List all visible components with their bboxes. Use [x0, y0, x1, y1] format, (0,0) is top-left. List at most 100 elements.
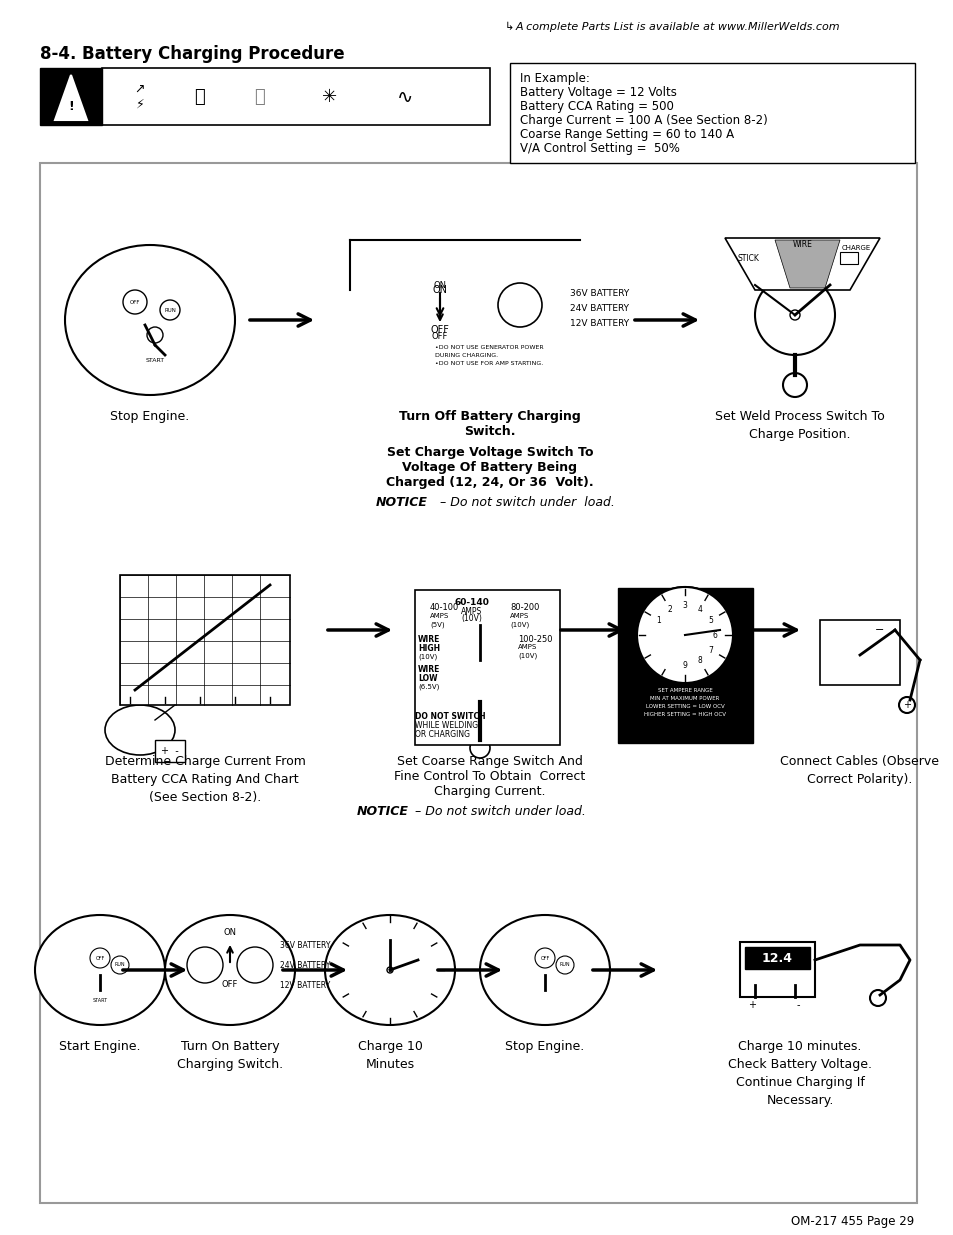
- Ellipse shape: [325, 915, 455, 1025]
- Text: AMPERAGE: AMPERAGE: [661, 595, 707, 604]
- Text: VOLTAGE: VOLTAGE: [669, 608, 700, 614]
- Text: In Example:: In Example:: [519, 72, 589, 85]
- Text: OFF: OFF: [95, 956, 105, 961]
- Text: ON: ON: [223, 927, 236, 937]
- Text: ⬜: ⬜: [254, 88, 265, 106]
- Ellipse shape: [65, 245, 234, 395]
- Text: !: !: [68, 100, 73, 112]
- Text: RUN: RUN: [114, 962, 125, 967]
- Text: Voltage Of Battery Being: Voltage Of Battery Being: [402, 461, 577, 474]
- Polygon shape: [55, 75, 87, 120]
- Text: AMPS: AMPS: [430, 613, 449, 619]
- Text: AMPS: AMPS: [517, 643, 537, 650]
- Text: – Do not switch under load.: – Do not switch under load.: [415, 805, 585, 818]
- Text: 12V BATTERY: 12V BATTERY: [569, 319, 628, 327]
- Text: 36V BATTERY: 36V BATTERY: [569, 289, 629, 298]
- FancyBboxPatch shape: [102, 68, 490, 125]
- Text: 24V BATTERY: 24V BATTERY: [569, 304, 628, 312]
- Text: OFF: OFF: [130, 300, 140, 305]
- Text: Set Charge Voltage Switch To: Set Charge Voltage Switch To: [386, 446, 593, 459]
- Text: 36V BATTERY: 36V BATTERY: [280, 941, 330, 950]
- Text: MIN AT MAXIMUM POWER: MIN AT MAXIMUM POWER: [650, 697, 719, 701]
- Text: ON: ON: [433, 282, 446, 290]
- Text: NOTICE: NOTICE: [375, 496, 428, 509]
- Text: RUN: RUN: [164, 308, 175, 312]
- Text: DURING CHARGING.: DURING CHARGING.: [435, 353, 497, 358]
- Text: (5V): (5V): [430, 621, 444, 627]
- Ellipse shape: [105, 705, 174, 755]
- FancyBboxPatch shape: [510, 63, 914, 163]
- Text: HIGH: HIGH: [417, 643, 439, 653]
- Text: – Do not switch under  load.: – Do not switch under load.: [439, 496, 615, 509]
- Text: WHILE WELDING: WHILE WELDING: [415, 721, 477, 730]
- Text: (10V): (10V): [417, 653, 436, 659]
- Text: A complete Parts List is available at www.MillerWelds.com: A complete Parts List is available at ww…: [516, 22, 840, 32]
- Text: ✳: ✳: [322, 88, 337, 106]
- Text: 9: 9: [681, 661, 687, 669]
- Text: Turn Off Battery Charging: Turn Off Battery Charging: [398, 410, 580, 424]
- Text: (10V): (10V): [461, 614, 482, 622]
- FancyBboxPatch shape: [154, 740, 185, 762]
- FancyBboxPatch shape: [740, 942, 814, 997]
- FancyBboxPatch shape: [840, 252, 857, 264]
- Text: OFF: OFF: [432, 332, 448, 341]
- Text: WIRE: WIRE: [417, 664, 440, 674]
- Ellipse shape: [165, 915, 294, 1025]
- Text: Coarse Range Setting = 60 to 140 A: Coarse Range Setting = 60 to 140 A: [519, 128, 734, 141]
- Text: •DO NOT USE FOR AMP STARTING.: •DO NOT USE FOR AMP STARTING.: [435, 361, 542, 366]
- Ellipse shape: [479, 915, 609, 1025]
- Text: WIRE: WIRE: [792, 240, 812, 248]
- Text: 12.4: 12.4: [760, 952, 792, 966]
- FancyBboxPatch shape: [747, 950, 806, 967]
- Text: 2: 2: [667, 604, 672, 614]
- FancyBboxPatch shape: [40, 68, 102, 125]
- FancyBboxPatch shape: [120, 576, 290, 705]
- Text: AMPS: AMPS: [461, 606, 482, 616]
- Polygon shape: [724, 238, 879, 290]
- Text: LOWER SETTING = LOW OCV: LOWER SETTING = LOW OCV: [645, 704, 723, 709]
- Text: 12V BATTERY: 12V BATTERY: [280, 981, 330, 989]
- Text: 🔥: 🔥: [194, 88, 205, 106]
- Text: (6.5V): (6.5V): [417, 683, 439, 689]
- Text: OR CHARGING: OR CHARGING: [415, 730, 470, 739]
- Text: NOTICE: NOTICE: [356, 805, 409, 818]
- Text: ↗
⚡: ↗ ⚡: [134, 83, 145, 111]
- Text: (10V): (10V): [510, 621, 529, 627]
- Text: Start Engine.: Start Engine.: [59, 1040, 141, 1053]
- Text: Charge Current = 100 A (See Section 8-2): Charge Current = 100 A (See Section 8-2): [519, 114, 767, 127]
- Text: -: -: [796, 1000, 799, 1010]
- FancyBboxPatch shape: [820, 620, 899, 685]
- Circle shape: [637, 587, 732, 683]
- Ellipse shape: [35, 915, 165, 1025]
- Text: Set Coarse Range Switch And: Set Coarse Range Switch And: [396, 755, 582, 768]
- Text: 7: 7: [708, 646, 713, 655]
- Text: V/A Control Setting =  50%: V/A Control Setting = 50%: [519, 142, 679, 156]
- FancyBboxPatch shape: [415, 590, 559, 745]
- Text: Battery Charging Procedure: Battery Charging Procedure: [82, 44, 344, 63]
- Text: Battery Voltage = 12 Volts: Battery Voltage = 12 Volts: [519, 86, 677, 99]
- Text: Charged (12, 24, Or 36  Volt).: Charged (12, 24, Or 36 Volt).: [386, 475, 593, 489]
- Text: +: +: [747, 1000, 755, 1010]
- Text: Charge 10
Minutes: Charge 10 Minutes: [357, 1040, 422, 1071]
- Text: −: −: [875, 625, 883, 635]
- Text: Fine Control To Obtain  Correct: Fine Control To Obtain Correct: [394, 769, 585, 783]
- FancyBboxPatch shape: [744, 947, 809, 969]
- Text: 6: 6: [712, 631, 717, 640]
- Text: HIGHER SETTING = HIGH OCV: HIGHER SETTING = HIGH OCV: [643, 713, 725, 718]
- Text: Set Weld Process Switch To
Charge Position.: Set Weld Process Switch To Charge Positi…: [715, 410, 884, 441]
- Text: OFF: OFF: [430, 325, 449, 335]
- Text: •DO NOT USE GENERATOR POWER: •DO NOT USE GENERATOR POWER: [435, 345, 543, 350]
- Text: 5: 5: [708, 615, 713, 625]
- Text: Battery CCA Rating = 500: Battery CCA Rating = 500: [519, 100, 673, 112]
- Text: Stop Engine.: Stop Engine.: [111, 410, 190, 424]
- Text: 8: 8: [697, 657, 701, 666]
- Text: Charge 10 minutes.
Check Battery Voltage.
Continue Charging If
Necessary.: Charge 10 minutes. Check Battery Voltage…: [727, 1040, 871, 1107]
- Text: 8-4.: 8-4.: [40, 44, 76, 63]
- Text: ↳: ↳: [504, 22, 517, 32]
- Text: 60-140: 60-140: [454, 598, 489, 606]
- Text: +  -: + -: [161, 746, 178, 756]
- Text: ∿: ∿: [396, 88, 413, 106]
- Text: 40-100: 40-100: [430, 603, 458, 613]
- Text: OFF: OFF: [222, 981, 238, 989]
- Text: LOW: LOW: [417, 674, 437, 683]
